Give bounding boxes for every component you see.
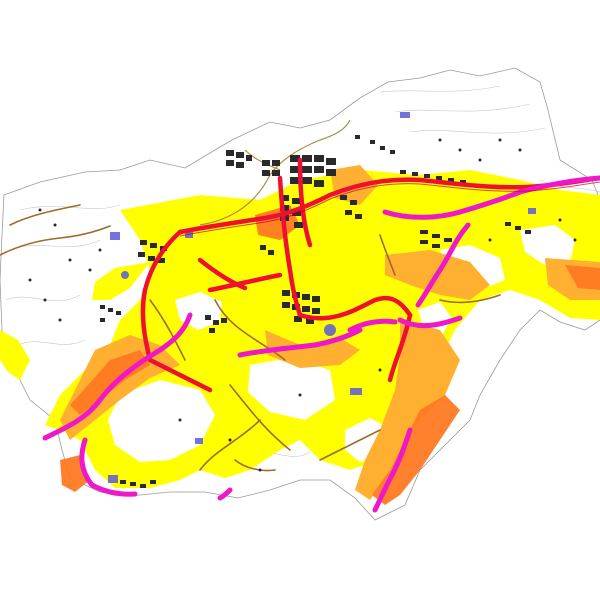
secondary-streets (0, 204, 501, 472)
road-casing (179, 181, 600, 237)
public-buildings (108, 112, 536, 483)
settlement-dots (28, 138, 577, 472)
major-roads-magenta (42, 175, 600, 513)
coastline (199, 119, 351, 226)
